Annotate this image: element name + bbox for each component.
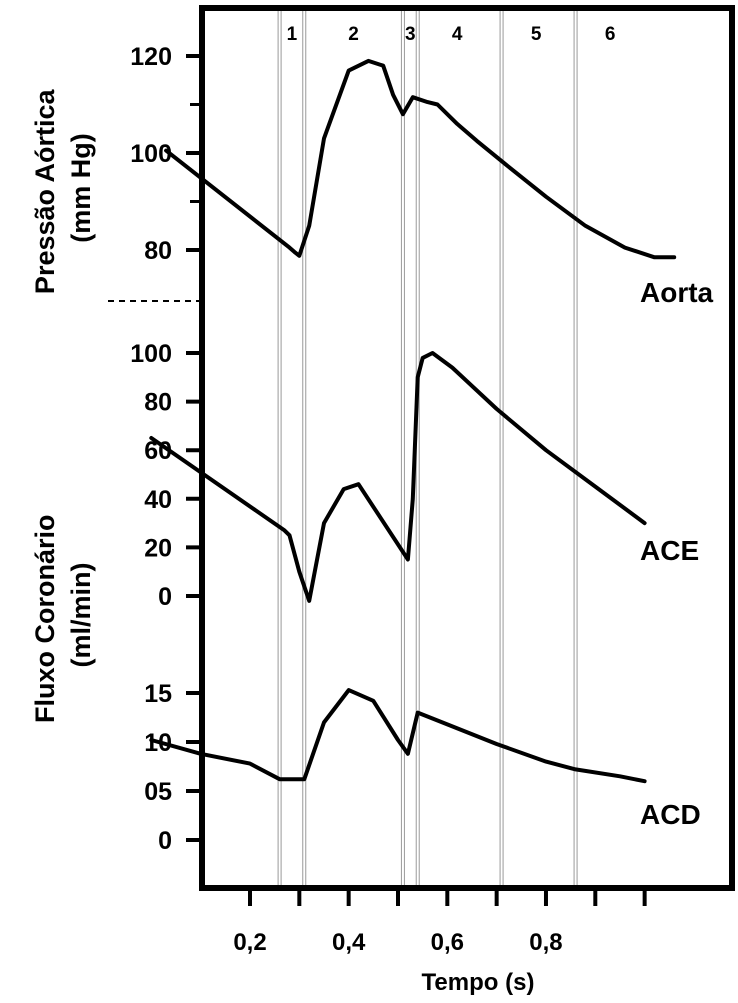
y-axis-title-flow-line1: Fluxo Coronário bbox=[30, 515, 60, 724]
series-name-aorta: Aorta bbox=[640, 277, 714, 308]
axis-ticks bbox=[186, 54, 647, 906]
phase-label-1: 1 bbox=[287, 24, 298, 45]
y-tick-label-acd-05: 05 bbox=[144, 778, 172, 806]
tick-labels: 1 2 3 4 5 6 80 100 120 0 20 40 60 80 100 0 05 10 15 0,2 0,4 0… bbox=[130, 24, 615, 956]
series-lines bbox=[149, 58, 677, 784]
x-tick-label-0,8: 0,8 bbox=[529, 929, 562, 956]
y-axis-title-pressure-line2: (mm Hg) bbox=[66, 133, 96, 243]
series-name-labels: Aorta ACE ACD bbox=[640, 277, 714, 830]
y-axis-title-pressure-line1: Pressão Aórtica bbox=[30, 88, 60, 294]
y-axis-title-pressure: Pressão Aórtica (mm Hg) bbox=[30, 82, 96, 294]
y-axis-title-flow-line2: (ml/min) bbox=[66, 563, 96, 668]
x-tick-label-0,2: 0,2 bbox=[233, 929, 266, 956]
y-axis-title-flow: Fluxo Coronário (ml/min) bbox=[30, 507, 96, 723]
phase-label-3: 3 bbox=[405, 24, 416, 45]
y-tick-label-ace-0: 0 bbox=[158, 583, 172, 611]
x-axis-title: Tempo (s) bbox=[422, 969, 535, 996]
phase-label-6: 6 bbox=[605, 24, 616, 45]
phase-divider-lines bbox=[277, 10, 578, 886]
y-tick-label-ace-100: 100 bbox=[130, 340, 172, 368]
plot-frame bbox=[199, 5, 735, 891]
y-tick-label-aorta-120: 120 bbox=[130, 43, 172, 71]
y-tick-label-aorta-100: 100 bbox=[130, 140, 172, 168]
series-line-ace bbox=[149, 351, 647, 603]
phase-label-4: 4 bbox=[452, 24, 463, 45]
series-line-acd bbox=[149, 688, 647, 784]
y-tick-label-ace-80: 80 bbox=[144, 389, 172, 417]
series-name-ace: ACE bbox=[640, 535, 699, 566]
y-tick-label-acd-0: 0 bbox=[158, 827, 172, 855]
phase-label-5: 5 bbox=[531, 24, 542, 45]
x-tick-label-0,6: 0,6 bbox=[431, 929, 464, 956]
y-tick-label-ace-20: 20 bbox=[144, 534, 172, 562]
y-tick-label-acd-15: 15 bbox=[144, 680, 172, 708]
y-tick-label-ace-60: 60 bbox=[144, 437, 172, 465]
series-name-acd: ACD bbox=[640, 799, 701, 830]
x-tick-label-0,4: 0,4 bbox=[332, 929, 366, 956]
series-line-aorta bbox=[164, 58, 677, 260]
y-tick-label-ace-40: 40 bbox=[144, 486, 172, 514]
phase-label-2: 2 bbox=[348, 24, 359, 45]
y-tick-label-acd-10: 10 bbox=[144, 729, 172, 757]
y-tick-label-aorta-80: 80 bbox=[144, 237, 172, 265]
